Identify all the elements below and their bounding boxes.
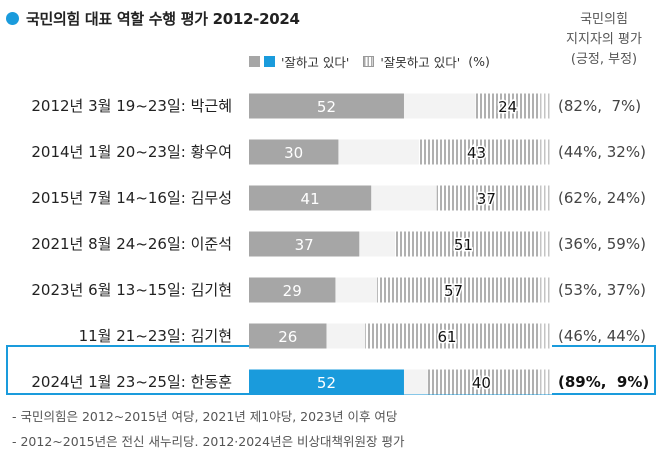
bar-bad [377,277,547,303]
bar-good-value: 52 [317,98,336,116]
title-bullet-icon [6,12,19,25]
legend-swatch-gray [249,56,260,67]
title-block: 국민의힘 대표 역할 수행 평가 2012-2024 [6,8,300,29]
separator-stripe [538,277,552,303]
supporter-value: (82%, 7%) [558,97,641,115]
bar-good-value: 52 [317,374,336,392]
legend-good-label: '잘하고 있다' [281,55,350,70]
bar-bad-value: 43 [467,144,486,162]
category-label: 2012년 3월 19~23일: 박근혜 [31,97,232,115]
legend-swatch-stripe [363,56,375,67]
bar-bad-value: 37 [477,190,496,208]
separator-stripe [538,139,552,165]
supporter-header-line-2: 지지자의 평가 [566,32,642,47]
chart-row: 11월 21~23일: 김기현 26 61 (46%, 44%) [79,323,646,349]
supporter-value: (89%, 9%) [558,373,649,391]
bar-good [249,139,339,165]
chart-row: 2012년 3월 19~23일: 박근혜 52 24 (82%, 7%) [31,93,641,119]
separator-stripe [538,93,552,119]
bar-good-value: 30 [284,144,303,162]
supporter-value: (46%, 44%) [558,327,646,345]
chart-row: 2024년 1월 23~25일: 한동훈 52 40 (89%, 9%) [31,369,649,395]
category-label: 2021년 8월 24~26일: 이준석 [31,235,232,253]
bar-bad [418,139,547,165]
bar-good [249,369,404,395]
legend: '잘하고 있다' '잘못하고 있다' (%) [249,52,490,71]
bar-good-value: 29 [283,282,302,300]
supporter-value: (36%, 59%) [558,235,646,253]
bar-bad-value: 24 [498,98,517,116]
bar-good [249,277,336,303]
separator-stripe [538,185,552,211]
supporter-column-header: 국민의힘 지지자의 평가 (긍정, 부정) [552,10,656,70]
supporter-header-line-1: 국민의힘 [580,12,628,27]
category-label: 2014년 1월 20~23일: 황우여 [31,143,232,161]
category-label: 11월 21~23일: 김기현 [79,327,232,345]
bar-good [249,231,360,257]
footnote-1: - 국민의힘은 2012~2015년 여당, 2021년 제1야당, 2023년… [12,409,398,424]
bar-good-value: 26 [278,328,297,346]
bar-bad-value: 40 [472,374,491,392]
chart-row: 2015년 7월 14~16일: 김무성 41 37 (62%, 24%) [31,185,646,211]
bar-bad [427,369,547,395]
bar-good-value: 37 [295,236,314,254]
bar-bad-value: 57 [444,282,463,300]
chart-row: 2021년 8월 24~26일: 이준석 37 51 (36%, 59%) [31,231,646,257]
footnote-2: - 2012~2015년은 전신 새누리당. 2012·2024년은 비상대책위… [12,434,405,449]
separator-stripe [538,323,552,349]
supporter-header-line-3: (긍정, 부정) [570,52,638,67]
supporter-value: (53%, 37%) [558,281,646,299]
bar-bad [475,93,547,119]
chart-row: 2014년 1월 20~23일: 황우여 30 43 (44%, 32%) [31,139,646,165]
supporter-value: (62%, 24%) [558,189,646,207]
chart-row: 2023년 6월 13~15일: 김기현 29 57 (53%, 37%) [31,277,646,303]
bar-good [249,185,372,211]
legend-bad-label: '잘못하고 있다' [380,55,461,70]
bar-bad [365,323,547,349]
category-label: 2023년 6월 13~15일: 김기현 [31,281,232,299]
bar-good-value: 41 [301,190,320,208]
separator-stripe [538,369,552,395]
separator-stripe [538,231,552,257]
supporter-value: (44%, 32%) [558,143,646,161]
bar-good [249,93,404,119]
bar-bad-value: 61 [437,328,456,346]
bar-bad-value: 51 [454,236,473,254]
category-label: 2024년 1월 23~25일: 한동훈 [31,373,232,391]
legend-unit: (%) [468,54,490,69]
legend-swatch-blue [264,56,275,67]
bar-bad [395,231,547,257]
bar-bad [436,185,547,211]
chart-title: 국민의힘 대표 역할 수행 평가 2012-2024 [26,10,300,28]
bar-good [249,323,327,349]
category-label: 2015년 7월 14~16일: 김무성 [31,189,232,207]
